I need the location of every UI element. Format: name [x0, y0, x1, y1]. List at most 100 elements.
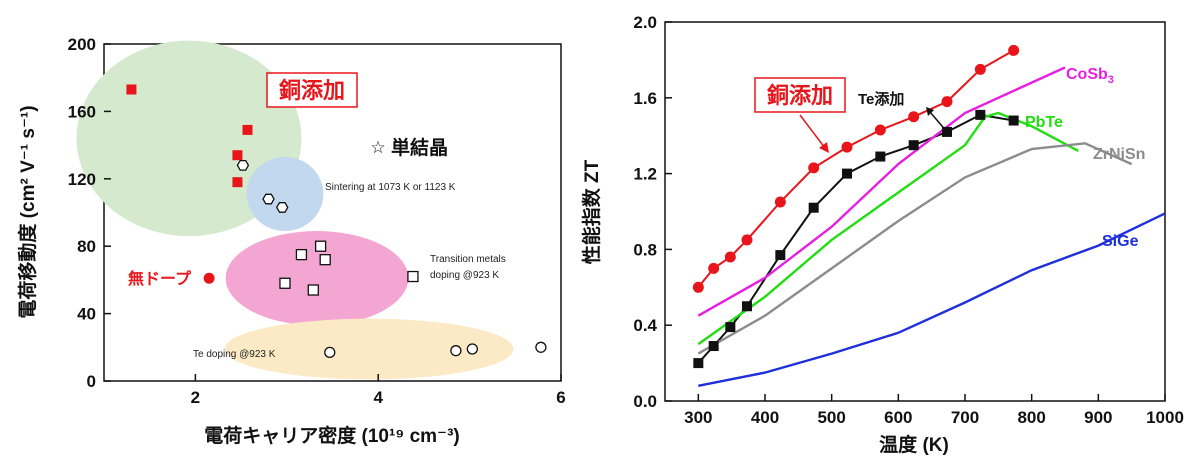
- point-square: [242, 124, 253, 135]
- point-square: [693, 358, 704, 369]
- copper-arrow: [799, 114, 826, 149]
- point-circle: [708, 262, 720, 274]
- point-circle-open: [466, 343, 478, 355]
- point-square: [808, 202, 819, 213]
- point-square: [232, 177, 243, 188]
- right-y-tick-label: 0.0: [633, 392, 657, 411]
- right-x-tick-label: 300: [684, 408, 712, 427]
- right-x-tick-label: 700: [951, 408, 979, 427]
- pbte-label: PbTe: [1025, 114, 1063, 131]
- te-arrow-head: [926, 107, 934, 116]
- point-circle: [974, 63, 986, 75]
- cosb3-label: CoSb3: [1066, 66, 1114, 86]
- point-circle: [941, 96, 953, 108]
- left-annotations: 銅添加 ☆ 単結晶 Sintering at 1073 K or 1123 K …: [128, 72, 506, 360]
- point-square-open: [407, 270, 419, 283]
- point-square-open: [307, 284, 319, 296]
- left-y-tick-label: 160: [68, 102, 96, 121]
- point-hexagon-open: [236, 159, 250, 171]
- copper-label-right: 銅添加: [767, 83, 833, 108]
- right-x-axis-title: 温度 (K): [879, 433, 949, 456]
- left-x-tick-label: 6: [556, 388, 565, 407]
- right-series: [692, 44, 1166, 387]
- right-y-tick-label: 1.6: [633, 89, 657, 108]
- series-line-sige: [698, 212, 1166, 387]
- left-y-tick-label: 200: [68, 35, 96, 54]
- left-plot-frame: [103, 43, 562, 382]
- undoped-label: 無ドープ: [128, 269, 192, 288]
- right-annotations: 銅添加 Te添加 CoSb3 PbTe ZrNiSn SiGe: [754, 66, 1145, 250]
- point-circle: [841, 141, 853, 153]
- point-circle-open: [450, 345, 462, 357]
- region-transition-metals: [225, 231, 409, 326]
- left-y-tick-label: 40: [77, 305, 96, 324]
- point-square: [842, 168, 852, 179]
- point-circle: [203, 272, 215, 284]
- point-square: [232, 150, 243, 161]
- right-x-tick-label: 900: [1084, 408, 1112, 427]
- copper-label: 銅添加: [279, 78, 345, 103]
- point-square: [708, 341, 719, 352]
- series-line-zrnisn: [697, 142, 1133, 355]
- transition-label-1: Transition metals: [430, 254, 506, 265]
- point-circle: [808, 162, 820, 174]
- point-circle: [741, 234, 753, 246]
- point-hexagon-open: [262, 193, 275, 205]
- te-doping-label: Te doping @923 K: [193, 349, 276, 360]
- point-circle: [1008, 44, 1020, 56]
- left-x-axis-title: 電荷キャリア密度 (10¹⁹ cm⁻³): [204, 424, 460, 447]
- copper-arrow-head: [819, 142, 829, 153]
- point-circle: [724, 251, 736, 263]
- te-arrow: [929, 111, 949, 134]
- point-square: [725, 322, 736, 333]
- left-x-tick-label: 2: [191, 388, 200, 407]
- point-square-open: [279, 277, 291, 289]
- series-line-cosb3: [697, 66, 1066, 317]
- point-circle: [908, 111, 920, 123]
- series-line-pbte: [697, 111, 1079, 346]
- left-ticks: 0 40 80 120 160 200 2 4 6: [68, 35, 566, 407]
- right-x-tick-label: 500: [817, 408, 845, 427]
- mobility-vs-carrier-chart: 0 40 80 120 160 200 2 4 6 銅添加 ☆ 単結晶 Sintering at…: [16, 35, 566, 447]
- right-y-tick-label: 0.8: [633, 240, 657, 259]
- point-circle: [692, 281, 704, 293]
- transition-label-2: doping @923 K: [430, 270, 499, 281]
- point-circle-open: [535, 341, 547, 353]
- left-y-tick-label: 0: [87, 372, 96, 391]
- single-crystal-label: 単結晶: [391, 136, 448, 159]
- point-square-open: [319, 254, 331, 266]
- point-circle: [874, 124, 886, 136]
- right-y-tick-label: 1.2: [633, 165, 657, 184]
- left-y-axis-title: 電荷移動度 (cm² V⁻¹ s⁻¹): [16, 105, 39, 318]
- point-square: [775, 250, 786, 261]
- right-y-axis-title: 性能指数 ZT: [580, 159, 603, 264]
- left-y-tick-label: 80: [77, 237, 96, 256]
- point-hexagon-open: [275, 202, 289, 213]
- right-x-tick-label: 1000: [1146, 408, 1184, 427]
- sintering-label: Sintering at 1073 K or 1123 K: [325, 182, 456, 193]
- right-plot-frame: [664, 21, 1166, 402]
- right-x-tick-label: 600: [884, 408, 912, 427]
- region-te-doping: [224, 318, 514, 380]
- left-points: [126, 84, 547, 359]
- region-sintering: [246, 156, 324, 232]
- right-y-tick-label: 0.4: [633, 316, 657, 335]
- point-circle: [774, 196, 786, 208]
- left-y-tick-label: 120: [68, 170, 96, 189]
- left-x-tick-label: 4: [373, 388, 383, 407]
- sige-label: SiGe: [1102, 233, 1139, 250]
- right-x-tick-label: 400: [751, 408, 779, 427]
- zrnisn-label: ZrNiSn: [1093, 146, 1145, 163]
- point-square: [975, 109, 986, 120]
- point-square: [1008, 115, 1019, 126]
- point-square-open: [295, 248, 308, 261]
- point-circle-open: [324, 346, 336, 359]
- copper-label-box: [266, 72, 358, 108]
- point-square-open: [314, 240, 327, 252]
- copper-label-box-right: [754, 77, 846, 113]
- point-square: [908, 140, 919, 151]
- point-square: [875, 151, 886, 162]
- right-x-tick-label: 800: [1017, 408, 1045, 427]
- zt-vs-temperature-chart: 0.0 0.4 0.8 1.2 1.6 2.0 300 400 500 600 700 800 900 1…: [580, 13, 1184, 456]
